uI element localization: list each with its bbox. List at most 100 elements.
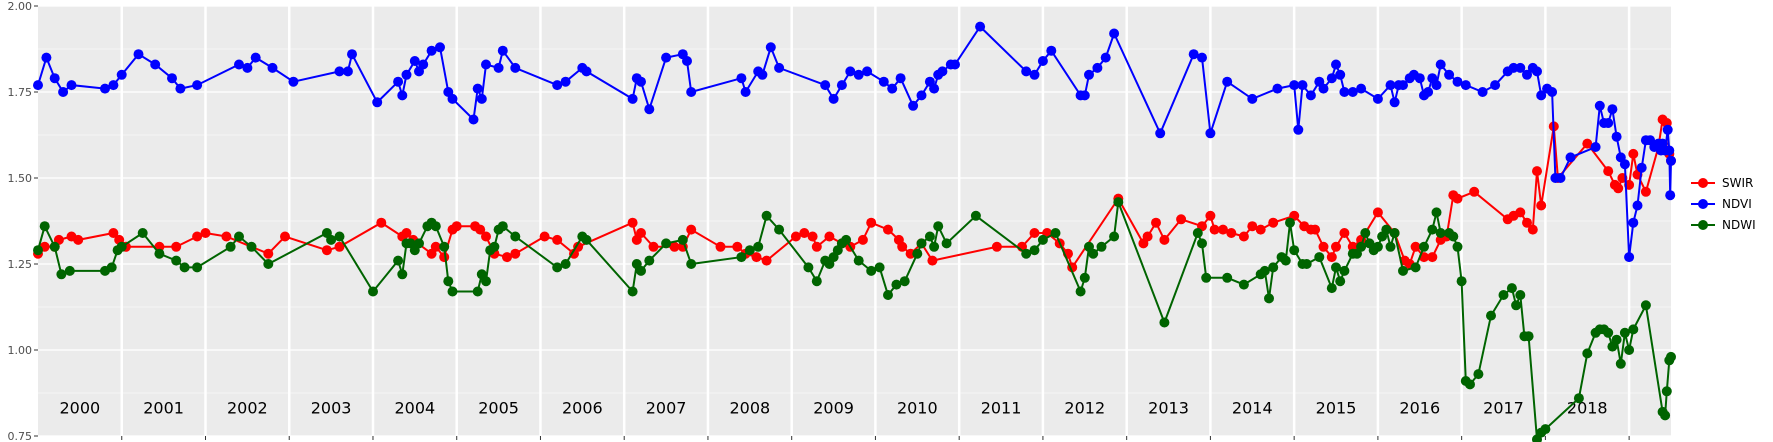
data-point (1326, 252, 1337, 263)
data-point (1611, 131, 1622, 142)
data-point (1515, 62, 1526, 73)
data-point (560, 76, 571, 87)
data-point (1515, 290, 1526, 300)
data-point (1665, 190, 1676, 201)
data-point (1431, 207, 1442, 218)
data-point (1142, 231, 1153, 242)
data-point (581, 234, 592, 245)
data-point (1398, 265, 1408, 276)
data-point (1092, 62, 1103, 73)
data-point (475, 224, 486, 235)
data-point (58, 87, 69, 97)
data-point (1289, 80, 1300, 91)
data-point (682, 56, 692, 66)
data-point (435, 42, 445, 53)
data-point (1662, 124, 1673, 135)
data-point (1197, 238, 1207, 249)
data-point (1452, 241, 1463, 252)
data-point (1113, 197, 1124, 208)
data-point (1159, 317, 1170, 328)
year-label: 2016 (1399, 399, 1440, 418)
data-point (744, 245, 755, 256)
data-point (1389, 97, 1400, 108)
data-point (941, 238, 952, 249)
data-point (49, 73, 60, 84)
data-point (1372, 241, 1383, 252)
data-point (1414, 73, 1425, 84)
data-point (1075, 286, 1086, 297)
data-point (1498, 290, 1509, 300)
data-point (1427, 252, 1438, 263)
data-point (409, 56, 420, 66)
data-point (1218, 224, 1228, 235)
data-point (927, 255, 938, 266)
data-point (414, 238, 424, 249)
data-point (1465, 379, 1475, 390)
data-point (39, 221, 50, 232)
data-point (1582, 348, 1593, 359)
data-point (627, 93, 638, 104)
data-point (916, 90, 927, 101)
data-point (1666, 351, 1676, 362)
data-point (250, 52, 261, 63)
data-point (1176, 214, 1187, 225)
data-point (1209, 224, 1220, 235)
data-point (242, 62, 253, 73)
data-point (150, 59, 161, 70)
data-point (1151, 217, 1161, 228)
data-point (1473, 369, 1484, 380)
data-point (1628, 217, 1639, 228)
data-point (899, 276, 910, 287)
data-point (1532, 166, 1542, 177)
data-point (1619, 159, 1630, 170)
data-point (1536, 200, 1547, 211)
data-point (1615, 358, 1626, 369)
data-point (950, 59, 960, 70)
data-point (828, 93, 839, 104)
data-point (539, 231, 550, 242)
data-point (234, 231, 244, 242)
data-point (1423, 87, 1434, 97)
data-point (1109, 28, 1120, 39)
legend-label: SWIR (1722, 176, 1753, 190)
data-point (1486, 310, 1496, 321)
data-point (1050, 228, 1061, 238)
data-point (401, 228, 412, 238)
data-point (686, 224, 697, 235)
data-point (627, 217, 638, 228)
data-point (1109, 231, 1120, 242)
data-point (33, 245, 43, 256)
legend-key-point (1698, 178, 1708, 188)
data-point (1573, 393, 1584, 404)
data-point (1021, 66, 1032, 77)
data-point (975, 21, 986, 32)
data-point (472, 286, 483, 297)
data-point (192, 231, 203, 242)
data-point (1259, 265, 1270, 276)
data-point (774, 224, 785, 235)
year-label: 2011 (981, 399, 1022, 418)
data-point (502, 252, 512, 263)
data-point (192, 80, 203, 91)
data-point (347, 49, 357, 60)
data-point (669, 241, 680, 252)
data-point (686, 259, 697, 269)
data-point (686, 87, 697, 97)
data-point (1360, 228, 1371, 238)
y-tick-label: 2.00 (8, 0, 33, 13)
data-point (1636, 162, 1647, 173)
data-point (1613, 183, 1624, 194)
data-point (1339, 228, 1350, 238)
data-point (154, 248, 165, 259)
data-point (288, 76, 299, 87)
data-point (1506, 283, 1517, 294)
data-point (644, 104, 655, 115)
data-point (1326, 73, 1337, 84)
data-point (263, 248, 274, 259)
data-point (476, 93, 487, 104)
data-point (397, 269, 408, 280)
data-point (1201, 272, 1212, 283)
data-point (1272, 83, 1283, 94)
data-point (1452, 76, 1463, 87)
